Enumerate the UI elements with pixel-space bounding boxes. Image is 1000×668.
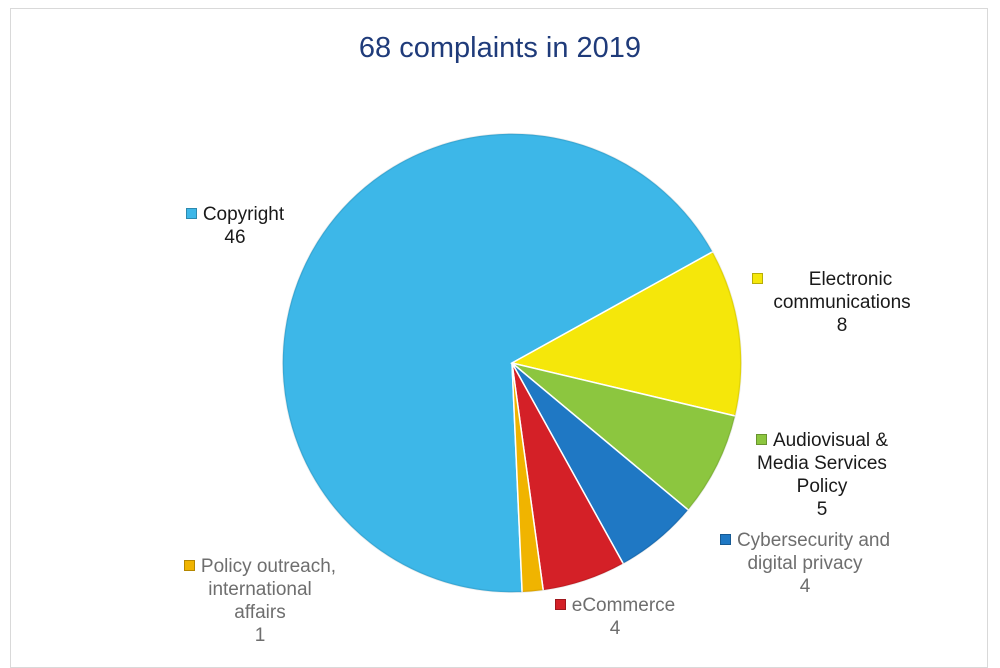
pie-slice-audiovisual-media-services-policy [511, 362, 737, 512]
label-policy-line3: affairs [234, 602, 286, 623]
label-audiovisual-line3: Policy [796, 476, 848, 497]
label-electronic-line1: Electronic [808, 269, 893, 290]
label-audiovisual-value: 5 [816, 499, 828, 520]
legend-swatch-audiovisual [755, 434, 767, 445]
pie-slice-electronic-communications [509, 250, 743, 418]
label-ecommerce-value: 4 [609, 618, 621, 639]
label-cyber-line1: Cybersecurity and [736, 530, 891, 551]
label-policy: Policy outreach, international affairs 1 [150, 555, 370, 647]
label-copyright: Copyright 46 [165, 203, 305, 249]
pie-slice-policy-outreach-international-affairs [511, 362, 545, 594]
label-policy-line1: Policy outreach, [200, 556, 337, 577]
label-cyber-value: 4 [799, 576, 811, 597]
label-policy-line2: international [208, 579, 312, 600]
label-audiovisual: Audiovisual & Media Services Policy 5 [722, 429, 922, 521]
label-electronic-line2: communications [773, 292, 911, 313]
label-audiovisual-line1: Audiovisual & [772, 430, 889, 451]
pie-chart [281, 132, 743, 594]
label-ecommerce-name: eCommerce [571, 595, 676, 616]
label-electronic-value: 8 [836, 315, 848, 336]
legend-swatch-cyber [719, 534, 731, 545]
legend-swatch-policy [183, 560, 195, 571]
label-cyber: Cybersecurity and digital privacy 4 [690, 529, 920, 598]
pie-slice-copyright [281, 132, 715, 594]
label-ecommerce: eCommerce 4 [535, 594, 695, 640]
pie-edge [282, 133, 742, 593]
label-copyright-name: Copyright [202, 204, 285, 225]
label-copyright-value: 46 [224, 227, 246, 248]
chart-title: 68 complaints in 2019 [358, 32, 642, 64]
legend-swatch-copyright [185, 208, 197, 219]
label-electronic: Electronic communications 8 [722, 268, 962, 337]
label-cyber-line2: digital privacy [747, 553, 863, 574]
legend-swatch-electronic [751, 273, 763, 284]
label-policy-value: 1 [254, 625, 266, 646]
legend-swatch-ecommerce [554, 599, 566, 610]
label-audiovisual-line2: Media Services [757, 453, 887, 474]
